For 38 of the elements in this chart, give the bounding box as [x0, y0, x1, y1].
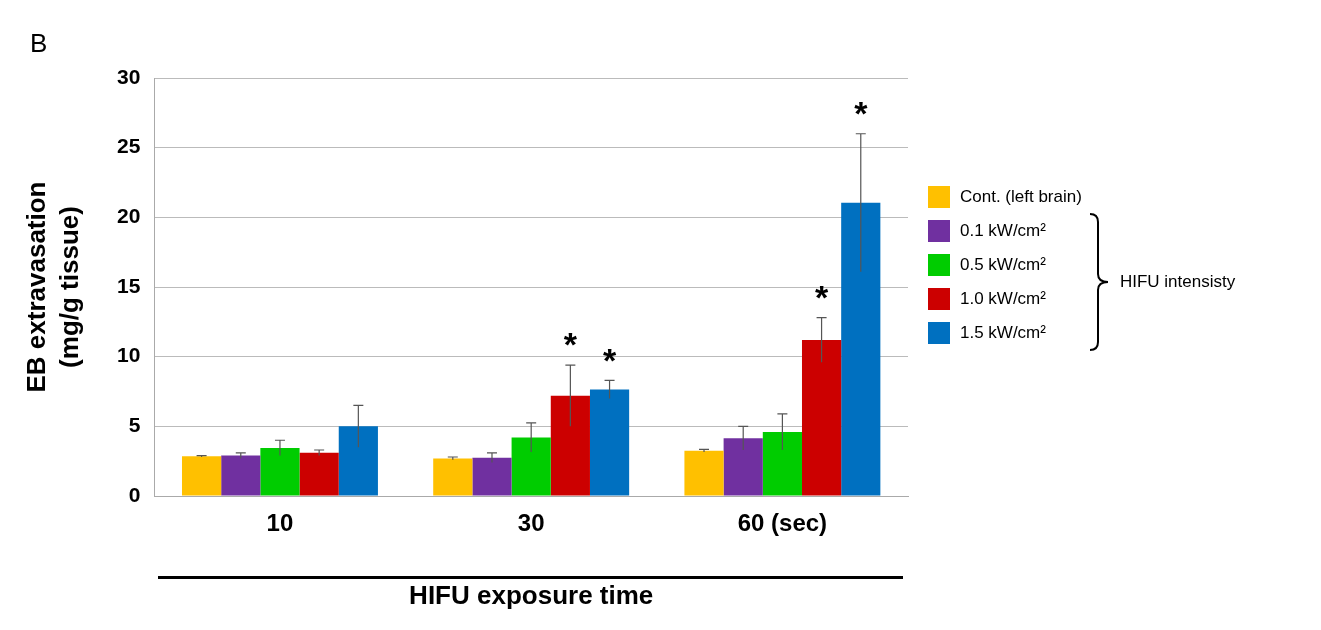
x-tick-label: 30	[517, 509, 545, 537]
y-tick-label: 15	[117, 273, 141, 297]
x-tick-label: 60 (sec)	[737, 509, 828, 537]
y-tick-label: 25	[117, 134, 141, 158]
bar	[723, 438, 763, 496]
y-tick-label: 10	[117, 343, 141, 367]
bar	[221, 455, 261, 496]
data-label: *	[602, 340, 617, 379]
bar	[801, 339, 842, 496]
bar	[472, 457, 512, 496]
bar	[684, 450, 724, 496]
bar	[511, 437, 551, 496]
legend-title: HIFU intensisty	[1119, 272, 1236, 292]
legend-label: 0.5 kW/cm²	[960, 255, 1046, 275]
legend-label: Cont. (left brain)	[960, 187, 1082, 207]
x-tick-label: 10	[266, 509, 294, 537]
y-tick-label: 20	[117, 204, 141, 228]
data-label: *	[563, 325, 578, 364]
bar	[589, 389, 630, 496]
bar	[181, 456, 222, 496]
data-label: *	[854, 94, 869, 133]
bar	[762, 431, 802, 496]
y-axis-title: EB extravasation (mg/g tissue)	[21, 181, 84, 393]
y-tick-label: 5	[128, 413, 141, 437]
y-tick-label: 30	[117, 64, 141, 88]
bar	[299, 452, 339, 496]
y-tick-label: 0	[128, 482, 141, 506]
legend-label: 0.1 kW/cm²	[960, 221, 1046, 241]
bar	[841, 202, 881, 496]
legend-label: 1.5 kW/cm²	[960, 323, 1046, 343]
bar	[338, 426, 378, 496]
bar	[260, 447, 300, 496]
legend-label: 1.0 kW/cm²	[960, 289, 1046, 309]
text: B	[30, 28, 48, 59]
x-axis-title: HIFU exposure time	[409, 579, 654, 610]
data-label: *	[814, 278, 829, 317]
bar	[433, 458, 473, 496]
bar	[550, 395, 590, 496]
